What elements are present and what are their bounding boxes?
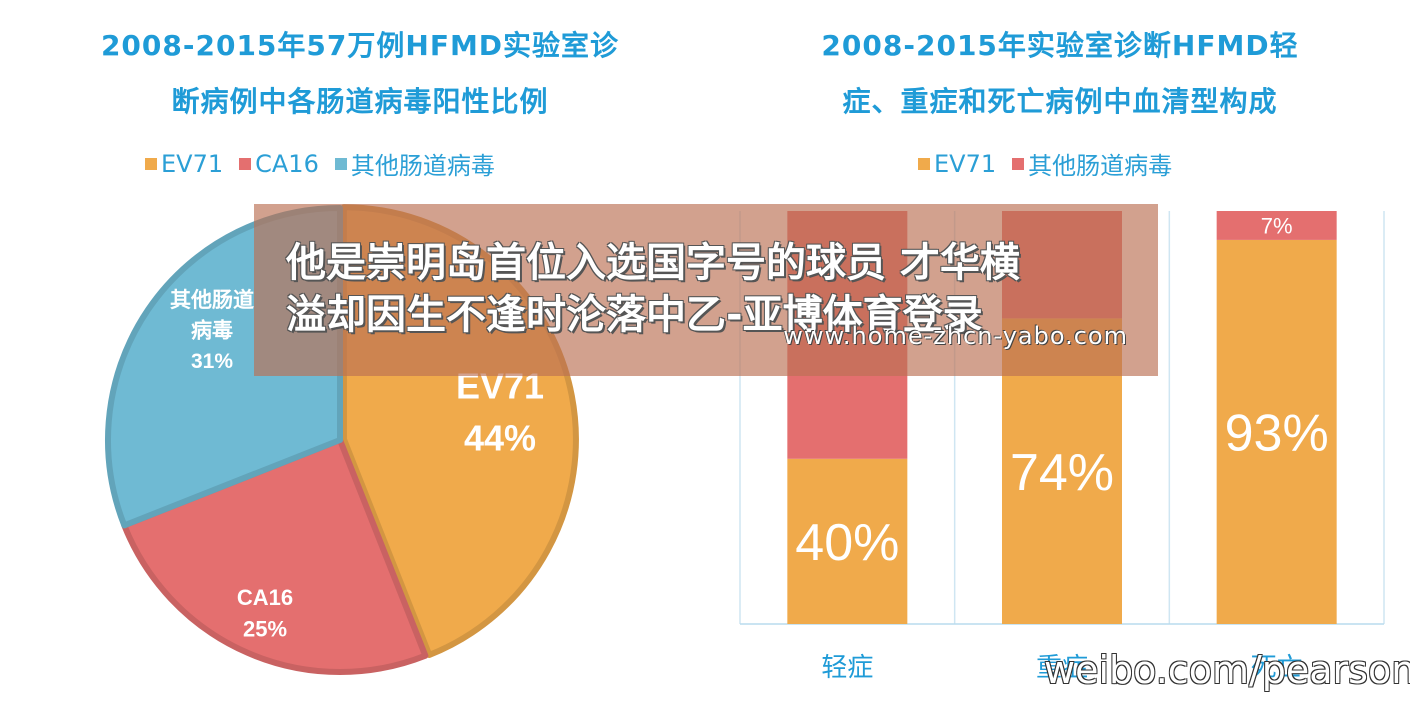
bar-segment — [787, 458, 908, 624]
bar-legend-label-ev71: EV71 — [934, 149, 997, 178]
bar-legend-item-ev71: EV71 — [918, 150, 996, 178]
pie-legend: EV71 CA16 其他肠道病毒 — [145, 146, 495, 181]
pie-slice-label: 31% — [191, 350, 233, 373]
caption-line-1: 他是崇明岛首位入选国字号的球员 才华横 — [286, 240, 1020, 286]
bar-data-label: 7% — [1261, 213, 1293, 238]
bar-chart-title: 2008-2015年实验室诊断HFMD轻 症、重症和死亡病例中血清型构成 — [760, 18, 1360, 130]
bar-title-line-2: 症、重症和死亡病例中血清型构成 — [842, 85, 1278, 118]
caption-overlay: 他是崇明岛首位入选国字号的球员 才华横 溢却因生不逢时沦落中乙-亚博体育登录 w… — [254, 204, 1158, 376]
pie-slice-label: 44% — [464, 418, 536, 459]
bar-data-label: 93% — [1225, 405, 1329, 463]
bar-title-line-1: 2008-2015年实验室诊断HFMD轻 — [821, 29, 1299, 62]
bar-legend-label-other: 其他肠道病毒 — [1028, 152, 1173, 180]
legend-item-other: 其他肠道病毒 — [334, 146, 495, 181]
legend-label-other: 其他肠道病毒 — [350, 152, 495, 180]
pie-title-line-1: 2008-2015年57万例HFMD实验室诊 — [100, 29, 620, 62]
pie-title-line-2: 断病例中各肠道病毒阳性比例 — [171, 85, 549, 118]
legend-swatch-ev71 — [145, 157, 157, 170]
pie-slice-label: 病毒 — [191, 318, 233, 342]
bar-segment — [1216, 239, 1337, 624]
legend-item-ev71: EV71 — [145, 150, 223, 178]
pie-slice-label: 其他肠道 — [170, 288, 254, 312]
x-tick-label: 死亡 — [1251, 653, 1303, 683]
caption-url[interactable]: www.home-zhcn-yabo.com — [783, 322, 1128, 350]
bar-legend-item-other: 其他肠道病毒 — [1012, 146, 1172, 181]
x-tick-label: 重症 — [1036, 653, 1088, 683]
x-tick-label: 轻症 — [821, 653, 873, 683]
pie-slice-label: 25% — [243, 617, 287, 642]
bar-segment — [1216, 211, 1337, 240]
bar-legend: EV71 其他肠道病毒 — [918, 146, 1172, 181]
bar-data-label: 40% — [795, 514, 899, 572]
caption-line-2: 溢却因生不逢时沦落中乙-亚博体育登录 — [286, 292, 983, 338]
watermark-text: weibo.com/pearson — [1044, 648, 1410, 692]
pie-slice-label: CA16 — [237, 585, 293, 610]
legend-label-ev71: EV71 — [161, 149, 224, 178]
legend-swatch-other — [334, 157, 347, 170]
legend-label-ca16: CA16 — [255, 149, 319, 178]
bar-legend-swatch-other — [1012, 157, 1025, 170]
bar-data-label: 74% — [1010, 444, 1114, 502]
legend-swatch-ca16 — [239, 157, 252, 170]
bar-legend-swatch-ev71 — [918, 157, 930, 170]
legend-item-ca16: CA16 — [239, 150, 319, 178]
pie-chart-title: 2008-2015年57万例HFMD实验室诊 断病例中各肠道病毒阳性比例 — [60, 18, 660, 130]
